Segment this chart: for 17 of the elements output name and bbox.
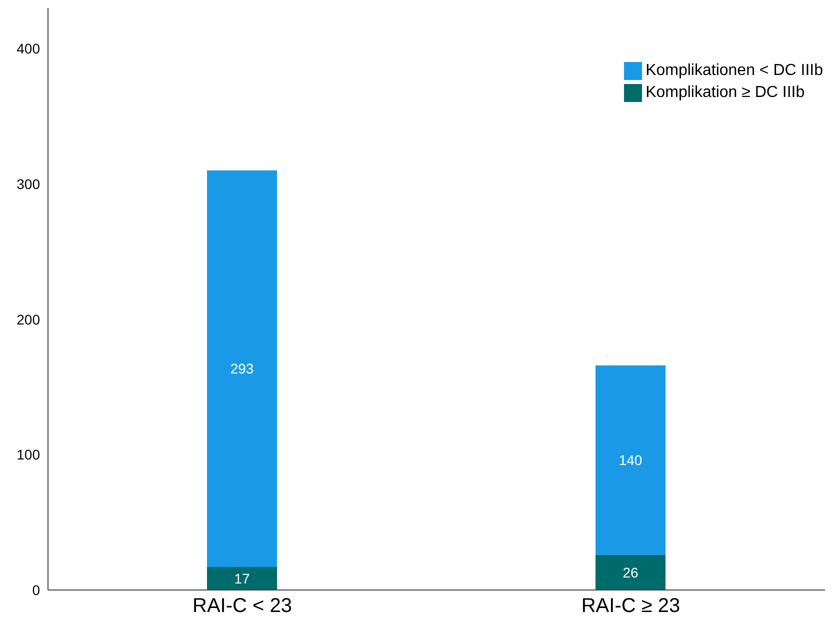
- legend-label: Komplikation ≥ DC IIIb: [646, 84, 805, 102]
- data-label: 293: [230, 360, 254, 377]
- bar: [207, 170, 277, 567]
- data-label: 17: [234, 570, 250, 586]
- y-tick-label: 400: [16, 40, 40, 57]
- y-tick-label: 0: [32, 582, 40, 598]
- legend-label: Komplikationen < DC IIIb: [646, 62, 823, 80]
- x-tick-label: RAI-C ≥ 23: [581, 595, 680, 618]
- y-tick-label: 200: [16, 311, 40, 328]
- x-tick-label: RAI-C < 23: [192, 595, 292, 618]
- data-label: 140: [618, 452, 642, 468]
- y-tick-label: 100: [16, 446, 40, 463]
- y-tick-label: 300: [16, 176, 40, 192]
- bar: [207, 566, 277, 590]
- data-label: 26: [622, 564, 638, 580]
- bar: [596, 554, 666, 590]
- bar: [596, 365, 666, 555]
